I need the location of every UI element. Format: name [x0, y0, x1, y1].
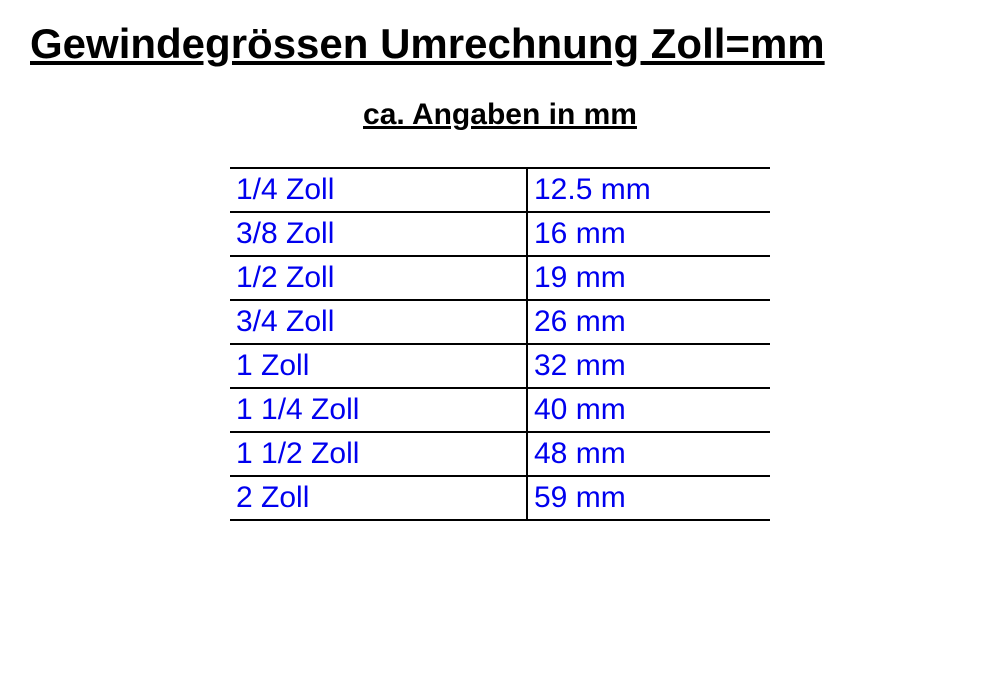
cell-mm: 16 mm: [527, 212, 770, 256]
page-title: Gewindegrössen Umrechnung Zoll=mm: [30, 20, 970, 68]
table-row: 3/4 Zoll 26 mm: [230, 300, 770, 344]
cell-zoll: 3/8 Zoll: [230, 212, 527, 256]
table-row: 1/4 Zoll 12.5 mm: [230, 168, 770, 212]
table-row: 2 Zoll 59 mm: [230, 476, 770, 520]
table-row: 3/8 Zoll 16 mm: [230, 212, 770, 256]
cell-zoll: 2 Zoll: [230, 476, 527, 520]
cell-zoll: 1 Zoll: [230, 344, 527, 388]
cell-mm: 19 mm: [527, 256, 770, 300]
cell-zoll: 1/4 Zoll: [230, 168, 527, 212]
cell-zoll: 1 1/2 Zoll: [230, 432, 527, 476]
cell-mm: 26 mm: [527, 300, 770, 344]
conversion-table: 1/4 Zoll 12.5 mm 3/8 Zoll 16 mm 1/2 Zoll…: [230, 167, 770, 521]
cell-zoll: 3/4 Zoll: [230, 300, 527, 344]
table-row: 1 1/2 Zoll 48 mm: [230, 432, 770, 476]
cell-mm: 12.5 mm: [527, 168, 770, 212]
cell-mm: 59 mm: [527, 476, 770, 520]
cell-mm: 32 mm: [527, 344, 770, 388]
cell-zoll: 1/2 Zoll: [230, 256, 527, 300]
table-row: 1 1/4 Zoll 40 mm: [230, 388, 770, 432]
page-subtitle: ca. Angaben in mm: [30, 98, 970, 132]
cell-mm: 40 mm: [527, 388, 770, 432]
table-row: 1 Zoll 32 mm: [230, 344, 770, 388]
cell-mm: 48 mm: [527, 432, 770, 476]
table-container: 1/4 Zoll 12.5 mm 3/8 Zoll 16 mm 1/2 Zoll…: [30, 167, 970, 521]
table-row: 1/2 Zoll 19 mm: [230, 256, 770, 300]
cell-zoll: 1 1/4 Zoll: [230, 388, 527, 432]
